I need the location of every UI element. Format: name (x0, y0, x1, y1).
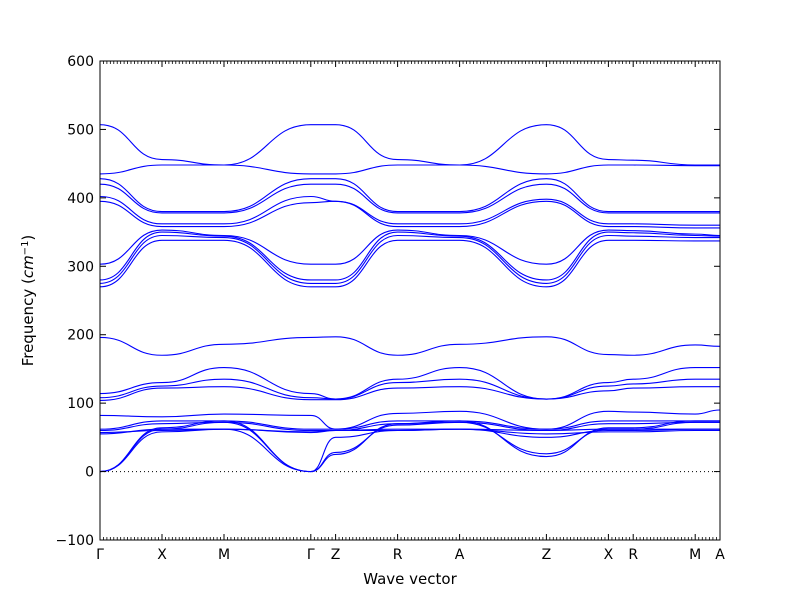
x-tick-label: Z (542, 547, 552, 563)
y-axis-label: Frequency (cm−1) (19, 235, 37, 367)
y-tick-label: 400 (67, 191, 94, 207)
x-tick-label: X (604, 547, 614, 563)
x-tick-label: A (455, 547, 465, 563)
y-axis-label-prefix: Frequency ( (19, 278, 37, 366)
band-line-6 (99, 200, 720, 229)
band-line-8 (99, 231, 721, 281)
plot-frame (99, 60, 721, 541)
y-tick-label: 0 (85, 465, 94, 481)
x-tick-label: M (218, 547, 230, 563)
x-tick-label: A (715, 547, 725, 563)
x-tick-label: R (628, 547, 638, 563)
band-line-14 (99, 386, 720, 401)
band-line-3 (99, 178, 720, 213)
band-line-2 (99, 164, 720, 175)
band-line-20 (99, 420, 720, 473)
x-tick-label: Γ (307, 547, 315, 563)
band-line-21 (99, 421, 720, 473)
y-tick-label: −100 (56, 533, 94, 549)
x-tick-label: R (393, 547, 403, 563)
y-axis-label-unit: cm (19, 255, 37, 278)
y-axis-label-exponent: −1 (20, 241, 31, 256)
band-line-12 (99, 367, 720, 400)
band-series-group (99, 124, 721, 473)
y-tick-labels: −100 0 100 200 300 400 500 600 (56, 54, 94, 549)
x-tick-label: M (689, 547, 701, 563)
band-line-11 (99, 336, 721, 356)
band-line-15 (99, 409, 721, 430)
band-line-9 (99, 234, 720, 284)
axis-ticks (99, 60, 721, 541)
band-line-1 (99, 124, 720, 166)
y-axis-label-suffix: ) (19, 235, 37, 241)
band-line-7 (99, 229, 721, 265)
y-tick-label: 600 (67, 54, 94, 70)
band-line-4 (99, 183, 720, 214)
band-line-13 (99, 378, 720, 400)
band-line-10 (99, 239, 720, 288)
band-line-5 (99, 195, 720, 226)
y-tick-label: 300 (67, 259, 94, 275)
y-tick-label: 100 (67, 396, 94, 412)
x-tick-label: Γ (96, 547, 104, 563)
x-tick-label: X (157, 547, 167, 563)
band-line-22 (99, 428, 720, 473)
y-tick-label: 200 (67, 328, 94, 344)
x-axis-label: Wave vector (363, 570, 457, 588)
x-tick-label: Z (331, 547, 341, 563)
y-tick-label: 500 (67, 122, 94, 138)
